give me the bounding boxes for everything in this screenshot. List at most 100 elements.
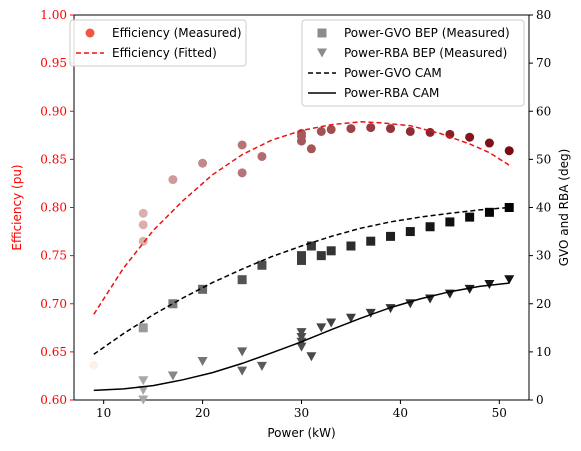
data-point	[386, 124, 396, 134]
y-right-tick-label: 70	[536, 56, 551, 70]
y-left-tick-label: 0.85	[40, 152, 67, 166]
data-point	[138, 236, 148, 246]
legend-label: Efficiency (Fitted)	[112, 46, 217, 60]
data-point	[484, 138, 494, 148]
data-point	[316, 323, 327, 333]
series-4	[93, 206, 510, 355]
data-point	[296, 328, 307, 338]
data-point	[198, 158, 208, 168]
y-left-tick-label: 0.80	[40, 201, 67, 215]
data-point	[306, 352, 317, 362]
y-right-tick-label: 30	[536, 249, 551, 263]
data-point	[237, 275, 247, 285]
plot-area	[73, 14, 530, 405]
y-right-tick-label: 50	[536, 152, 551, 166]
series-line	[93, 206, 510, 355]
data-point	[138, 395, 149, 405]
legend-swatch	[317, 28, 327, 38]
data-point	[465, 212, 475, 222]
data-point	[296, 332, 307, 342]
data-point	[297, 251, 306, 261]
data-point	[306, 144, 316, 154]
legend-label: Power-RBA BEP (Measured)	[344, 46, 507, 60]
y-axis-left: 0.60 0.65 0.70 0.75 0.80 0.85 0.90 0.95 1.00	[40, 8, 74, 407]
data-point	[405, 126, 415, 136]
data-point	[138, 208, 148, 218]
data-point	[484, 207, 494, 217]
y-right-tick-label: 40	[536, 201, 551, 215]
y-axis-right-label: GVO and RBA (deg)	[557, 149, 571, 267]
y-right-tick-label: 0	[536, 393, 544, 407]
data-point	[138, 220, 148, 230]
data-point	[167, 371, 178, 381]
data-point	[257, 151, 267, 161]
series-2	[138, 203, 514, 333]
data-point	[138, 385, 149, 395]
data-point	[138, 376, 149, 386]
series-line	[93, 282, 510, 392]
y-right-tick-label: 10	[536, 345, 551, 359]
data-point	[346, 241, 356, 251]
data-point	[168, 299, 178, 309]
legend-swatch	[85, 28, 95, 38]
x-tick-label: 30	[294, 406, 309, 420]
legend-right: Power-GVO BEP (Measured) Power-RBA BEP (M…	[301, 19, 525, 107]
data-point	[237, 347, 248, 357]
legend-label: Power-GVO BEP (Measured)	[344, 26, 510, 40]
series-5	[93, 282, 510, 392]
data-point	[237, 140, 247, 150]
data-point	[326, 246, 336, 256]
data-point	[425, 222, 435, 232]
data-point	[366, 123, 376, 133]
data-point	[366, 236, 376, 246]
data-point	[306, 241, 316, 251]
data-point	[405, 227, 415, 237]
data-point	[257, 260, 267, 270]
data-point	[256, 361, 267, 371]
data-point	[504, 275, 515, 285]
y-left-tick-label: 1.00	[40, 8, 67, 22]
y-left-tick-label: 0.95	[40, 56, 67, 70]
data-point	[386, 231, 396, 241]
data-point	[484, 280, 495, 289]
data-point	[504, 146, 514, 156]
data-point	[326, 318, 337, 328]
data-point	[365, 308, 376, 318]
y-left-tick-label: 0.90	[40, 104, 67, 118]
series-3	[138, 275, 515, 405]
x-tick-label: 20	[195, 406, 210, 420]
data-point	[237, 168, 247, 178]
data-point	[346, 124, 356, 134]
series-line	[93, 121, 510, 315]
data-point	[198, 284, 208, 294]
x-axis-label: Power (kW)	[267, 426, 335, 440]
y-left-tick-label: 0.65	[40, 345, 67, 359]
data-point	[138, 323, 148, 333]
x-tick-label: 40	[393, 406, 408, 420]
data-point	[345, 313, 356, 323]
x-axis: 10 20 30 40 50	[96, 400, 507, 420]
data-point	[296, 342, 307, 352]
y-axis-left-label: Efficiency (pu)	[10, 164, 24, 250]
legend-left: Efficiency (Measured) Efficiency (Fitted)	[69, 19, 247, 67]
x-tick-label: 10	[96, 406, 111, 420]
y-right-tick-label: 60	[536, 104, 551, 118]
data-point	[237, 366, 248, 376]
legend-frame	[69, 19, 247, 67]
data-point	[168, 175, 178, 185]
y-left-tick-label: 0.70	[40, 297, 67, 311]
legend-swatch	[317, 48, 327, 58]
y-right-tick-label: 80	[536, 8, 551, 22]
y-right-tick-label: 20	[536, 297, 551, 311]
data-point	[326, 125, 336, 135]
legend-label: Power-RBA CAM	[344, 86, 439, 100]
data-point	[504, 203, 514, 212]
legend-frame	[301, 19, 525, 107]
x-tick-label: 50	[492, 406, 507, 420]
y-left-tick-label: 0.75	[40, 249, 67, 263]
y-left-tick-label: 0.60	[40, 393, 67, 407]
y-axis-right: 0 10 20 30 40 50 60 70 80	[529, 8, 551, 407]
legend-label: Power-GVO CAM	[344, 66, 442, 80]
data-point	[197, 357, 208, 366]
